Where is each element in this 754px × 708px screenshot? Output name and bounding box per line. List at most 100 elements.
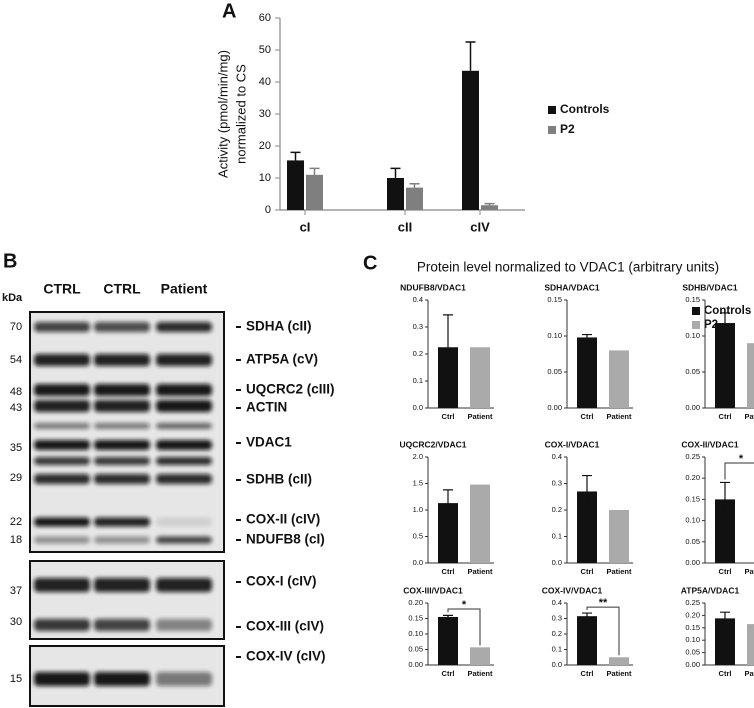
y-tick-label: 0.10 <box>685 331 700 340</box>
y-tick-label: 0.20 <box>408 598 423 607</box>
x-tick-label: Ctrl <box>581 567 594 576</box>
lane-label: Patient <box>161 281 208 297</box>
y-tick-label: 0.05 <box>685 648 700 657</box>
x-tick-label: cIV <box>470 219 490 234</box>
y-tick-label: 20 <box>259 140 271 152</box>
y-tick-label: 0.05 <box>685 367 700 376</box>
blot-band <box>94 619 150 631</box>
y-tick-label: 0.00 <box>685 558 700 567</box>
protein-label: COX-III (cIV) <box>246 619 324 634</box>
chart-title: COX-II/VDAC1 <box>681 439 738 449</box>
x-tick-label: Patient <box>467 669 493 678</box>
legend-swatch <box>692 307 700 315</box>
blot-band <box>34 400 90 412</box>
blot-band <box>94 423 150 429</box>
y-tick-label: 0.0 <box>413 403 423 412</box>
bar <box>438 503 458 563</box>
kda-marker: 54 <box>10 354 22 366</box>
y-tick-label: 0.0 <box>413 558 423 567</box>
kda-marker: 30 <box>10 616 22 628</box>
error-bar <box>720 312 730 334</box>
blot-band <box>94 322 150 332</box>
blot-band <box>34 619 90 631</box>
protein-label: UQCRC2 (cIII) <box>246 382 335 397</box>
y-tick-label: 0.5 <box>413 531 423 540</box>
y-tick-label: 0.0 <box>552 660 562 669</box>
y-tick-label: 0.2 <box>552 505 562 514</box>
y-tick-label: 0.2 <box>552 629 562 638</box>
bar <box>609 510 629 563</box>
kda-marker: 37 <box>10 585 22 597</box>
kda-marker: 22 <box>10 516 22 528</box>
blot-band <box>156 354 212 366</box>
error-bar <box>720 481 730 517</box>
kda-marker: 43 <box>10 402 22 414</box>
chart-title: UQCRC2/VDAC1 <box>399 439 466 449</box>
protein-label: SDHA (cII) <box>246 319 312 334</box>
panel-label: B <box>3 250 17 272</box>
x-tick-label: Patient <box>467 567 493 576</box>
legend-label: P2 <box>704 319 718 331</box>
blot-band <box>94 354 150 366</box>
x-tick-label: Patient <box>606 412 632 421</box>
y-tick-label: 0.1 <box>552 644 562 653</box>
x-tick-label: Patient <box>744 669 754 678</box>
blot-band <box>156 457 212 465</box>
y-tick-label: 0.4 <box>413 295 423 304</box>
y-tick-label: 0.4 <box>552 452 562 461</box>
y-tick-label: 0.3 <box>552 478 562 487</box>
kda-marker: 35 <box>10 442 22 454</box>
kda-marker: 15 <box>10 673 22 685</box>
blot-band <box>94 517 150 527</box>
y-tick-label: 0.15 <box>685 623 700 632</box>
protein-label: COX-IV (cIV) <box>246 649 326 664</box>
y-axis-label: normalized to CS <box>233 64 248 164</box>
error-bar <box>409 183 420 188</box>
error-bar <box>290 151 301 161</box>
significance-label: * <box>462 599 467 611</box>
y-tick-label: 40 <box>259 76 271 88</box>
blot-band <box>34 322 90 332</box>
bar <box>577 616 597 665</box>
bar <box>462 70 479 210</box>
y-tick-label: 0.05 <box>408 644 423 653</box>
y-tick-label: 0.00 <box>685 660 700 669</box>
bar <box>715 499 735 563</box>
protein-label: ACTIN <box>246 400 287 415</box>
y-tick-label: 0.20 <box>685 610 700 619</box>
chart-title: COX-IV/VDAC1 <box>542 585 603 595</box>
blot-band <box>94 474 150 484</box>
x-tick-label: Ctrl <box>581 412 594 421</box>
blot-band <box>156 474 212 484</box>
protein-label: SDHB (cII) <box>246 472 312 487</box>
legend-swatch <box>692 321 700 329</box>
bar <box>470 347 490 408</box>
bar <box>387 178 404 210</box>
chart-title: SDHB/VDAC1 <box>682 282 738 292</box>
y-tick-label: 0.3 <box>552 613 562 622</box>
error-bar <box>390 167 401 178</box>
blot-membrane <box>29 311 225 553</box>
error-bar <box>582 612 592 620</box>
error-bar <box>582 333 592 341</box>
blot-band <box>156 672 212 686</box>
y-tick-label: 10 <box>259 172 271 184</box>
y-tick-label: 0.05 <box>685 537 700 546</box>
error-bar <box>443 489 453 517</box>
blot-band <box>94 536 150 544</box>
y-tick-label: 0.15 <box>547 295 562 304</box>
panel-title: Protein level normalized to VDAC1 (arbit… <box>417 260 719 275</box>
bar <box>406 187 423 210</box>
x-tick-label: Ctrl <box>442 412 455 421</box>
y-tick-label: 0.25 <box>685 452 700 461</box>
y-tick-label: 0.15 <box>685 494 700 503</box>
y-tick-label: 30 <box>259 108 271 120</box>
bar <box>577 491 597 563</box>
lane-label: CTRL <box>43 281 81 297</box>
blot-band <box>34 672 90 686</box>
legend-label: Controls <box>704 305 751 317</box>
panel-label: C <box>363 252 377 274</box>
protein-label: COX-I (cIV) <box>246 574 317 589</box>
y-tick-label: 0.2 <box>413 349 423 358</box>
y-tick-label: 0.10 <box>685 635 700 644</box>
